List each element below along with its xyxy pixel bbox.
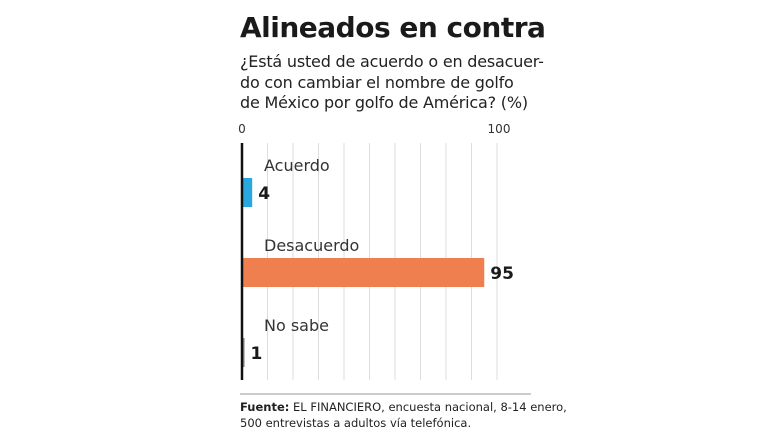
chart-title: Alineados en contra [240,11,546,44]
data-label: 1 [251,344,263,364]
bar [242,258,485,287]
bar [242,338,245,367]
source-line-2: 500 entrevistas a adultos vía telefónica… [240,416,472,430]
chart-subtitle: ¿Está usted de acuerdo o en desacuer- do… [240,52,544,114]
category-label: Desacuerdo [264,236,359,255]
x-axis-ticks: 0 100 [238,122,510,136]
subtitle-line: ¿Está usted de acuerdo o en desacuer- [240,52,544,71]
subtitle-line: de México por golfo de América? (%) [240,93,528,112]
subtitle-line: do con cambiar el nombre de golfo [240,72,514,92]
source-label: Fuente: [240,400,290,414]
data-label: 4 [258,184,270,204]
category-label: Acuerdo [264,156,330,175]
source-note: Fuente: EL FINANCIERO, encuesta nacional… [240,399,567,431]
x-tick-label: 100 [488,122,511,136]
x-tick-label: 0 [238,122,246,136]
source-line-1: Fuente: EL FINANCIERO, encuesta nacional… [240,399,567,415]
source-text: EL FINANCIERO, encuesta nacional, 8-14 e… [289,400,567,414]
category-label: No sabe [264,316,329,335]
data-label: 95 [490,264,514,284]
bar [242,178,253,207]
